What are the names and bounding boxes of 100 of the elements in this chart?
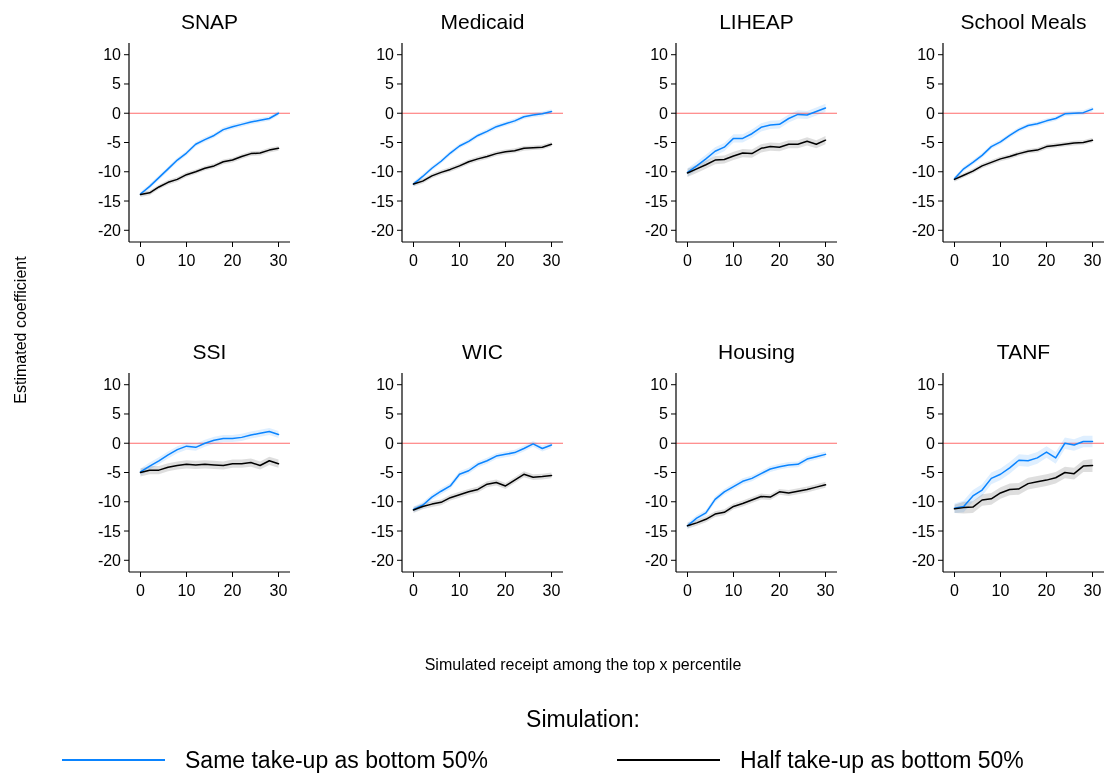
x-tick-label: 10 (991, 582, 1010, 599)
y-tick-label: -10 (370, 493, 395, 511)
y-tick-label: -15 (644, 192, 669, 210)
y-tick-label: 5 (385, 75, 395, 93)
x-tick-label: 20 (770, 582, 789, 599)
y-tick-label: -10 (911, 163, 936, 181)
x-tick-label: 10 (724, 252, 743, 269)
y-tick-label: 5 (112, 405, 122, 423)
chart-title: SSI (192, 340, 227, 363)
x-tick-label: 20 (223, 582, 242, 599)
y-tick-label: 5 (385, 405, 395, 423)
y-tick-label: -20 (97, 221, 122, 239)
x-tick-label: 0 (136, 582, 146, 599)
y-tick-label: 5 (926, 405, 936, 423)
y-tick-label: -20 (644, 551, 669, 569)
y-tick-label: -10 (644, 493, 669, 511)
x-tick-label: 0 (683, 252, 693, 269)
y-tick-label: 0 (659, 104, 669, 122)
y-tick-label: 10 (650, 46, 669, 64)
y-tick-label: 5 (112, 75, 122, 93)
x-tick-label: 10 (991, 252, 1010, 269)
y-tick-label: -10 (97, 493, 122, 511)
x-tick-label: 20 (496, 252, 515, 269)
x-tick-label: 0 (136, 252, 146, 269)
chart-title: School Meals (960, 10, 1087, 33)
x-tick-label: 30 (542, 582, 561, 599)
y-tick-label: -20 (370, 551, 395, 569)
y-tick-label: 5 (659, 405, 669, 423)
x-tick-label: 30 (816, 252, 835, 269)
x-tick-label: 20 (496, 582, 515, 599)
y-tick-label: 5 (659, 75, 669, 93)
x-tick-label: 30 (1083, 582, 1102, 599)
x-tick-label: 20 (770, 252, 789, 269)
x-tick-label: 0 (683, 582, 693, 599)
x-tick-label: 30 (1083, 252, 1102, 269)
x-tick-label: 30 (269, 582, 288, 599)
y-tick-label: -15 (370, 192, 395, 210)
y-tick-label: -20 (644, 221, 669, 239)
y-tick-label: -10 (911, 493, 936, 511)
chart-title: WIC (462, 340, 503, 363)
y-axis-title: Estimated coefficient (12, 255, 29, 404)
y-tick-label: -10 (97, 163, 122, 181)
y-tick-label: 0 (385, 434, 395, 452)
y-tick-label: 0 (112, 104, 122, 122)
y-tick-label: -20 (911, 221, 936, 239)
y-tick-label: 0 (659, 434, 669, 452)
y-tick-label: -5 (920, 464, 936, 481)
y-tick-label: -5 (379, 134, 395, 151)
y-tick-label: 10 (376, 376, 395, 394)
x-tick-label: 30 (542, 252, 561, 269)
y-tick-label: -15 (370, 522, 395, 540)
y-tick-label: 10 (103, 376, 122, 394)
y-tick-label: -15 (97, 192, 122, 210)
legend-label: Half take-up as bottom 50% (740, 747, 1024, 773)
y-tick-label: -5 (653, 134, 669, 151)
x-axis-title: Simulated receipt among the top x percentile (424, 656, 742, 673)
x-tick-label: 0 (950, 582, 960, 599)
y-tick-label: 0 (112, 434, 122, 452)
y-tick-label: 10 (917, 376, 936, 394)
y-tick-label: -15 (644, 522, 669, 540)
x-tick-label: 10 (177, 582, 196, 599)
chart-title: TANF (996, 340, 1051, 363)
chart-title: LIHEAP (719, 10, 794, 33)
y-tick-label: -15 (97, 522, 122, 540)
y-tick-label: -10 (370, 163, 395, 181)
x-tick-label: 10 (450, 252, 469, 269)
y-tick-label: -5 (379, 464, 395, 481)
chart-title: SNAP (180, 10, 239, 33)
x-tick-label: 10 (724, 582, 743, 599)
x-tick-label: 10 (177, 252, 196, 269)
x-tick-label: 0 (409, 582, 419, 599)
y-tick-label: 10 (103, 46, 122, 64)
y-tick-label: 0 (926, 434, 936, 452)
x-tick-label: 30 (269, 252, 288, 269)
x-tick-label: 30 (816, 582, 835, 599)
y-tick-label: 0 (926, 104, 936, 122)
x-tick-label: 20 (1037, 582, 1056, 599)
x-tick-label: 0 (409, 252, 419, 269)
legend-label: Same take-up as bottom 50% (185, 747, 488, 773)
legend-title: Simulation: (526, 706, 640, 732)
y-tick-label: -5 (653, 464, 669, 481)
x-tick-label: 20 (1037, 252, 1056, 269)
y-tick-label: -5 (106, 464, 122, 481)
y-tick-label: -5 (106, 134, 122, 151)
y-tick-label: -15 (911, 522, 936, 540)
y-tick-label: -20 (370, 221, 395, 239)
x-tick-label: 20 (223, 252, 242, 269)
y-tick-label: 10 (376, 46, 395, 64)
y-tick-label: 5 (926, 75, 936, 93)
chart-title: Housing (717, 340, 796, 363)
y-tick-label: -15 (911, 192, 936, 210)
y-tick-label: -20 (97, 551, 122, 569)
y-tick-label: -5 (920, 134, 936, 151)
y-tick-label: 10 (650, 376, 669, 394)
x-tick-label: 10 (450, 582, 469, 599)
y-tick-label: 10 (917, 46, 936, 64)
x-tick-label: 0 (950, 252, 960, 269)
chart-title: Medicaid (440, 10, 525, 33)
y-tick-label: -10 (644, 163, 669, 181)
y-tick-label: -20 (911, 551, 936, 569)
